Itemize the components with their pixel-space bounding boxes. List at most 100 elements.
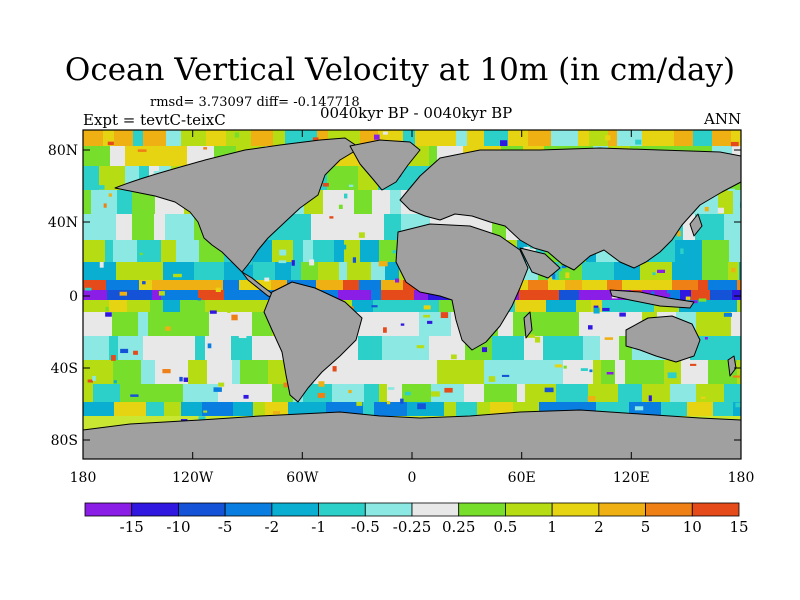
ocean-cell [185, 290, 198, 300]
ocean-speckle [732, 375, 741, 378]
ocean-cell [155, 360, 188, 384]
ocean-cell [131, 384, 152, 402]
ocean-speckle [400, 398, 404, 404]
colorbar-swatch [645, 502, 693, 517]
ocean-cell [161, 290, 185, 300]
indonesia [609, 289, 695, 309]
ocean-cell [663, 280, 672, 290]
ocean-cell [711, 312, 731, 336]
ocean-speckle [563, 365, 567, 369]
ocean-cell [524, 336, 543, 360]
ocean-cell [373, 300, 401, 312]
ocean-speckle [547, 277, 553, 281]
japan [689, 213, 703, 237]
ocean-cell [132, 214, 154, 240]
ocean-cell [200, 384, 218, 402]
experiment-label: Expt = tevtC-teixC [83, 111, 226, 129]
ocean-cell [223, 280, 239, 290]
ocean-cell [556, 384, 567, 402]
ocean-cell [414, 290, 428, 300]
ocean-cell [576, 300, 591, 312]
ocean-cell [323, 190, 354, 214]
ocean-speckle [92, 375, 96, 381]
ocean-speckle [587, 396, 596, 402]
north-america [114, 137, 361, 273]
ocean-cell [579, 290, 604, 300]
ocean-speckle [103, 203, 107, 208]
ocean-speckle [481, 347, 488, 353]
ocean-cell [275, 262, 291, 280]
ocean-cell [724, 336, 741, 360]
ocean-cell [708, 280, 737, 290]
colorbar-label: 10 [683, 518, 702, 536]
ocean-cell [421, 336, 429, 360]
ocean-cell [379, 384, 387, 402]
ocean-cell [729, 240, 741, 262]
ocean-cell [311, 214, 330, 240]
ocean-cell [113, 360, 141, 384]
ocean-cell [387, 384, 402, 402]
ocean-cell [360, 312, 371, 336]
ocean-speckle [561, 265, 567, 269]
ocean-cell [583, 336, 600, 360]
ocean-cell [437, 360, 463, 384]
ocean-cell [195, 336, 205, 360]
ocean-cell [181, 402, 202, 416]
ocean-cell [205, 336, 218, 360]
ocean-cell [704, 336, 724, 360]
ocean-speckle [593, 307, 600, 314]
ocean-speckle [278, 260, 287, 264]
colorbar-label: -1 [311, 518, 326, 536]
x-tick-label: 120E [613, 470, 650, 486]
ocean-cell [332, 384, 364, 402]
ocean-cell [392, 336, 421, 360]
ocean-speckle [392, 250, 397, 254]
ocean-speckle [111, 355, 116, 361]
ocean-speckle [158, 291, 165, 296]
ocean-cell [206, 130, 226, 146]
ocean-cell [363, 402, 374, 416]
ocean-speckle [652, 272, 656, 276]
ocean-cell [484, 384, 517, 402]
ocean-cell [431, 384, 464, 402]
ocean-speckle [604, 135, 611, 141]
ocean-speckle [727, 188, 736, 191]
ocean-speckle [589, 369, 593, 373]
ocean-cell [525, 384, 556, 402]
ocean-cell [188, 360, 207, 384]
ocean-speckle [352, 257, 357, 263]
ocean-speckle [704, 206, 709, 212]
ocean-speckle [565, 272, 570, 279]
ocean-speckle [105, 312, 112, 317]
ocean-cell [615, 360, 625, 384]
ocean-speckle [180, 293, 185, 299]
ocean-speckle [602, 307, 610, 312]
ocean-cell [317, 130, 328, 146]
ocean-cell [672, 262, 702, 280]
ocean-speckle [404, 391, 411, 396]
ocean-cell [546, 300, 576, 312]
ocean-cell [154, 214, 165, 240]
ocean-cell [165, 214, 194, 240]
ocean-cell [731, 312, 741, 336]
ocean-cell [567, 384, 588, 402]
ocean-cell [712, 130, 731, 146]
ocean-speckle [416, 345, 425, 349]
ocean-cell [194, 262, 224, 280]
ocean-speckle [698, 298, 707, 302]
ocean-cell [428, 402, 444, 416]
ocean-speckle [207, 343, 212, 349]
ocean-cell [672, 280, 682, 290]
ocean-cell [508, 130, 528, 146]
ocean-cell [439, 300, 454, 312]
ocean-cell [152, 280, 177, 290]
ocean-cell [253, 402, 265, 416]
ocean-speckle [99, 261, 104, 268]
x-tick-label: 60W [286, 470, 319, 486]
ocean-cell [138, 290, 152, 300]
ocean-cell [109, 336, 118, 360]
ocean-cell [354, 190, 372, 214]
ocean-cell [120, 384, 131, 402]
ocean-cell [338, 290, 371, 300]
ocean-speckle [526, 334, 535, 338]
